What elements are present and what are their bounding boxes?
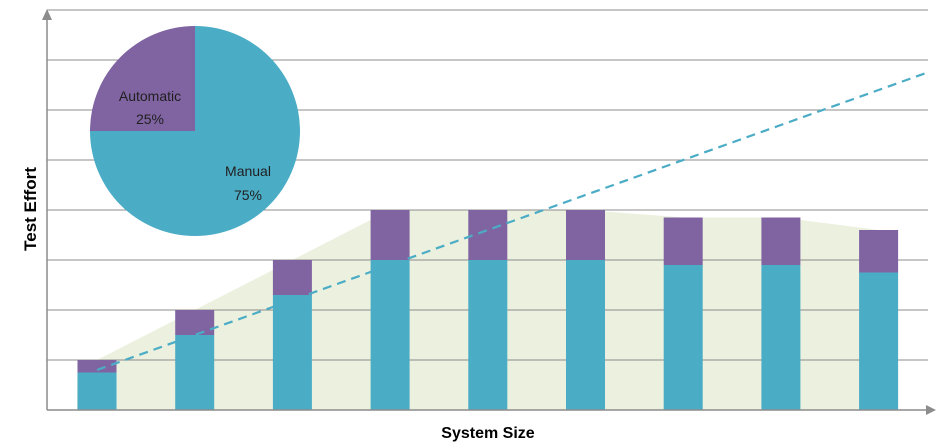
bar-segment-lower bbox=[370, 260, 410, 410]
bar-segment-lower bbox=[272, 295, 312, 410]
bars-layer bbox=[77, 210, 899, 410]
y-axis-title: Test Effort bbox=[21, 167, 40, 251]
bar-segment-upper bbox=[370, 210, 410, 260]
trend-line bbox=[96, 71, 928, 372]
bar-segment-upper bbox=[566, 210, 605, 260]
bar-segment-lower bbox=[859, 272, 899, 410]
trend-line-layer bbox=[96, 71, 928, 372]
pie-slice-automatic bbox=[90, 26, 195, 131]
bar-segment-upper bbox=[468, 210, 508, 260]
pie-label-automatic: Automatic bbox=[119, 88, 181, 104]
bar-segment-upper bbox=[272, 260, 312, 295]
axes bbox=[42, 9, 936, 415]
y-axis-arrow-icon bbox=[42, 9, 52, 20]
x-axis-arrow-icon bbox=[926, 405, 936, 415]
bar-segment-upper bbox=[77, 360, 117, 373]
pie-slice-manual bbox=[90, 26, 300, 236]
bar-segment-upper bbox=[859, 230, 899, 273]
bar-segment-lower bbox=[566, 260, 605, 410]
pie-label-manual: Manual bbox=[225, 163, 271, 179]
bar-segment-upper bbox=[663, 217, 703, 265]
bar-segment-lower bbox=[468, 260, 508, 410]
bar-segment-upper bbox=[761, 217, 801, 265]
inset-pie-chart: Automatic 25% Manual 75% bbox=[90, 26, 300, 236]
bar-segment-lower bbox=[663, 265, 703, 410]
bar-segment-upper bbox=[175, 310, 215, 335]
x-axis-title: System Size bbox=[441, 425, 534, 442]
pie-value-automatic: 25% bbox=[136, 111, 164, 127]
bar-segment-lower bbox=[761, 265, 801, 410]
bar-segment-lower bbox=[175, 335, 215, 410]
pie-value-manual: 75% bbox=[234, 187, 262, 203]
bar-segment-lower bbox=[77, 372, 117, 410]
